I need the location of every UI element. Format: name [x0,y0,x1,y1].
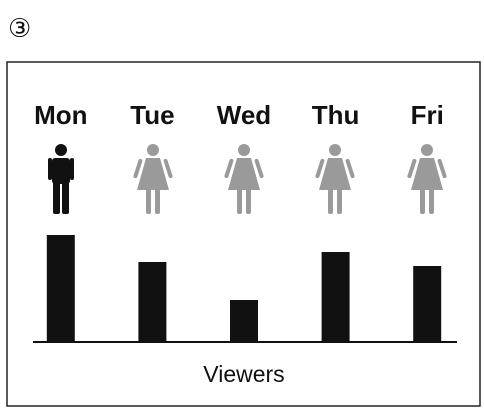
bar [230,300,258,341]
female-icon [406,144,448,214]
female-icon [132,144,174,214]
question-number: ③ [8,13,31,43]
x-axis-label: Viewers [203,361,284,387]
category-label: Mon [34,100,87,130]
category-label: Tue [130,100,174,130]
male-icon [48,144,74,214]
frame [6,61,481,407]
bar [138,262,167,341]
category-label: Wed [217,100,271,130]
category-label: Thu [312,100,360,130]
female-icon [314,144,356,214]
bar [321,252,350,341]
bar [46,235,75,341]
female-icon [223,144,265,214]
category-label: Fri [411,100,444,130]
bar [413,266,442,341]
